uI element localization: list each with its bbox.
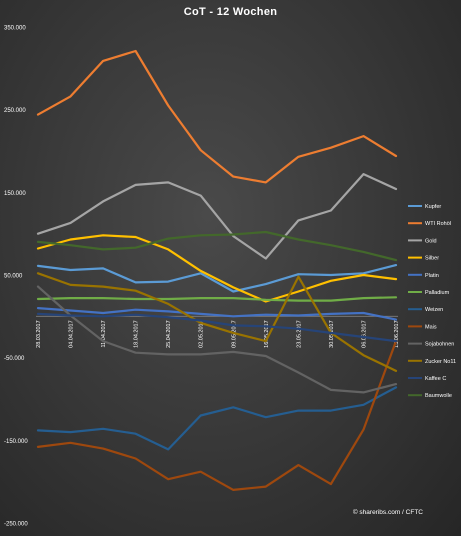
- chart-title: CoT - 12 Wochen: [183, 6, 278, 18]
- y-tick-label: 250.000: [4, 108, 26, 114]
- legend-label: Weizen: [425, 307, 443, 313]
- y-tick-label: -50.000: [4, 356, 25, 362]
- legend-label: WTI Rohöl: [425, 221, 451, 227]
- series-line: [36, 49, 398, 184]
- x-tick-label: 06.06.2017: [361, 320, 367, 348]
- x-tick-label: 23.05.2017: [296, 320, 302, 348]
- legend-label: Sojabohnen: [425, 342, 454, 348]
- legend-label: Silber: [425, 256, 439, 262]
- series-line: [36, 296, 398, 302]
- y-tick-label: 50.000: [4, 274, 23, 280]
- legend-label: Platin: [425, 273, 439, 279]
- series-line: [36, 234, 398, 303]
- x-tick-label: 04.04.2017: [69, 320, 75, 348]
- y-tick-label: 150.000: [4, 191, 26, 197]
- legend-label: Gold: [425, 238, 437, 244]
- series-line: [36, 340, 398, 491]
- x-tick-label: 13.06.2017: [394, 320, 400, 348]
- legend-label: Baumwolle: [425, 393, 452, 399]
- y-tick-label: -150.000: [4, 439, 28, 445]
- x-tick-label: 18.04.2017: [134, 320, 140, 348]
- legend-label: Kupfer: [425, 204, 441, 210]
- legend-label: Kaffee C: [425, 376, 446, 382]
- series-line: [36, 285, 398, 394]
- series-line: [36, 264, 398, 293]
- x-tick-label: 02.05.2017: [199, 320, 205, 348]
- y-tick-label: -250.000: [4, 522, 28, 528]
- x-tick-label: 11.04.2017: [101, 320, 107, 347]
- series-line: [36, 312, 398, 343]
- series-line: [36, 386, 398, 451]
- x-tick-label: 16.05.2017: [264, 320, 270, 348]
- legend-label: Mais: [425, 324, 437, 330]
- x-tick-label: 25.04.2017: [166, 320, 172, 348]
- source-credit: © shareribs.com / CFTC: [352, 509, 423, 516]
- legend-label: Palladium: [425, 290, 450, 296]
- series-line: [36, 272, 398, 372]
- series-line: [36, 230, 398, 262]
- series-line: [36, 307, 398, 321]
- y-tick-label: 350.000: [4, 26, 26, 32]
- series-line: [36, 173, 398, 260]
- legend-label: Zucker No11: [425, 359, 456, 365]
- x-tick-label: 28.03.2017: [36, 320, 42, 348]
